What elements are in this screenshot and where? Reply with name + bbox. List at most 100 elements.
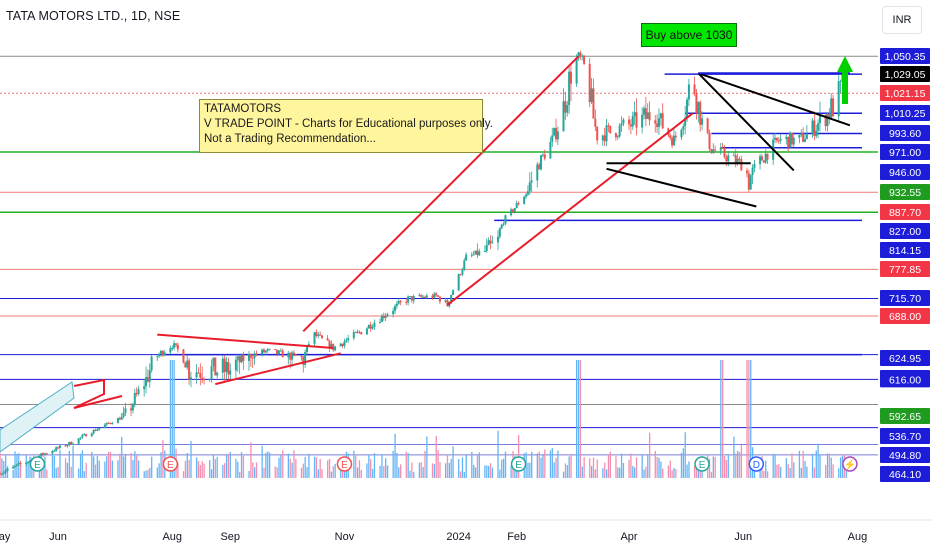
volume-bar [411,462,413,478]
candle-body [302,356,305,365]
volume-bar [832,464,834,478]
price-label-bg [880,466,930,482]
volume-bar [422,466,424,478]
event-marker[interactable]: E [162,456,179,472]
volume-bar [540,457,542,478]
volume-bar [465,455,467,478]
volume-bar [184,460,187,478]
volume-bar [529,462,531,478]
volume-bar [197,461,200,478]
volume-bar [478,452,480,478]
volume-bar [407,453,409,478]
price-label: 946.00 [889,167,921,179]
candle-body [764,153,767,163]
volume-bar [29,456,31,478]
candle-body [395,303,398,307]
candle-body [111,423,114,425]
candle-body [818,114,821,124]
candle-body [229,370,232,375]
price-label: 592.65 [889,411,921,423]
note-line-2: V TRADE POINT - Charts for Educational p… [204,118,493,130]
volume-bar [143,471,145,478]
volume-bar [308,453,310,478]
volume-bar [229,452,231,478]
volume-bar [738,452,741,478]
event-marker[interactable]: E [510,456,527,472]
candle-body [620,123,623,126]
candle-body [832,98,835,117]
candle-body [223,358,226,373]
volume-bar [839,457,842,478]
candle-body [352,332,355,339]
candle-body [528,182,531,192]
candle-body [800,133,803,136]
volume-bar [647,455,649,478]
candle-body [425,295,428,298]
candle-body [687,84,690,100]
volume-bar [798,450,801,478]
candle-body [40,453,43,456]
volume-bar [158,463,160,478]
event-marker[interactable]: E [694,456,710,472]
volume-bar [675,468,677,478]
volume-bar [51,454,54,478]
volume-bar [688,461,690,478]
volume-bar [632,465,634,478]
volume-bar [394,433,396,478]
candle-body [70,441,73,445]
event-marker[interactable]: ⚡ [842,456,858,472]
time-tick-label: Aug [848,531,868,543]
currency-selector[interactable]: INR [882,6,922,34]
candle-body [307,343,310,345]
time-tick-label: May [0,531,11,543]
event-marker[interactable]: E [29,456,46,472]
event-marker[interactable]: D [748,456,765,472]
volume-bar [778,464,780,478]
volume-bar [458,459,460,478]
volume-bar [78,468,80,478]
volume-bar [439,462,441,478]
volume-bar [549,450,552,478]
candle-body [380,315,383,323]
candle-body [300,355,303,357]
volume-bar [353,450,355,478]
candle-body [276,349,279,355]
volume-bar [254,467,256,478]
candle-body [618,125,621,137]
volume-bar [252,462,254,478]
candle-body [674,135,677,138]
candle-body [94,429,97,431]
candle-body [540,155,543,170]
event-marker[interactable]: E [336,456,353,472]
volume-bar [287,453,289,478]
time-tick-label: Aug [162,531,182,543]
candle-body [437,295,440,297]
volume-bar [772,453,774,478]
volume-bar [14,451,16,478]
volume-bar [673,467,675,478]
candle-body [0,474,3,475]
volume-bar [385,458,387,478]
volume-bar [502,458,505,478]
candle-body [19,463,22,465]
candle-body [725,156,728,162]
candle-body [66,445,69,447]
candle-body [347,338,350,341]
candle-body [751,167,754,176]
price-axis[interactable]: 1,050.35 1,029.05 1,021.15 1,010.25 993.60 97… [878,0,932,550]
candle-body [588,63,591,103]
volume-bar [289,458,291,478]
volume-bar [658,457,660,478]
candle-body [590,88,593,103]
candle-body [759,156,762,164]
volume-bar [471,451,473,478]
time-axis[interactable]: May Jun Aug Sep Nov 2024 Feb Apr Jun Aug [0,519,932,543]
event-circle [162,456,179,472]
volume-bar [448,462,450,478]
event-markers[interactable]: E E E E E D ⚡ [29,456,858,472]
candle-body [195,372,198,378]
price-label: 536.70 [889,431,921,443]
candle-body [57,447,60,449]
volume-bar [723,456,726,478]
